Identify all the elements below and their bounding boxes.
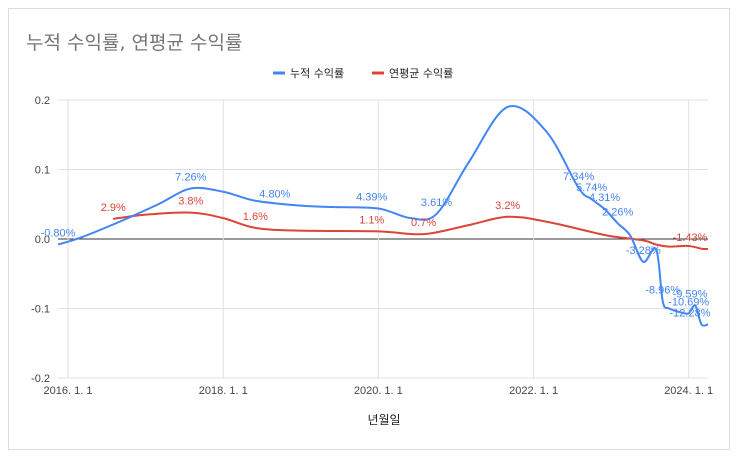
- data-label-cumulative: 3.61%: [421, 197, 452, 209]
- legend-label-annualized: 연평균 수익률: [389, 67, 453, 80]
- legend-label-cumulative: 누적 수익률: [290, 67, 344, 80]
- data-label-cumulative: -10.69%: [668, 296, 709, 308]
- x-axis-title: 년월일: [367, 413, 400, 427]
- series-line-cumulative: [57, 104, 709, 327]
- x-tick-label: 2016. 1. 1: [44, 385, 93, 397]
- data-label-cumulative: -3.28%: [626, 245, 661, 257]
- data-label-annualized: 3.8%: [178, 196, 203, 208]
- data-label-cumulative: 4.39%: [356, 191, 387, 203]
- data-label-cumulative: 7.26%: [175, 172, 206, 184]
- series-lines: [57, 104, 709, 327]
- legend: 누적 수익률 연평균 수익률: [273, 67, 453, 80]
- data-label-annualized: 0.7%: [411, 217, 436, 229]
- grid-lines: [58, 99, 708, 379]
- data-label-annualized: 1.6%: [243, 211, 268, 223]
- data-label-annualized: -1.43%: [673, 232, 708, 244]
- y-tick-label: 0.0: [35, 234, 50, 246]
- data-label-annualized: 1.1%: [359, 214, 384, 226]
- x-tick-label: 2020. 1. 1: [354, 385, 403, 397]
- data-label-annualized: 3.2%: [495, 200, 520, 212]
- data-labels: -0.80% 7.26% 4.80% 4.39% 3.61% 7.34%5.74%4.31…: [41, 171, 711, 319]
- y-tick-label: -0.2: [31, 373, 50, 385]
- chart-frame: [8, 8, 730, 450]
- x-tick-label: 2018. 1. 1: [199, 385, 248, 397]
- y-tick-label: -0.1: [31, 304, 50, 316]
- data-label-cumulative: -12.28%: [670, 307, 711, 319]
- data-label-annualized: 2.9%: [101, 202, 126, 214]
- data-label-cumulative: 5.74%: [576, 182, 607, 194]
- data-label-cumulative: 7.34%: [563, 171, 594, 183]
- data-label-cumulative: -0.80%: [41, 228, 76, 240]
- series-line-annualized: [113, 211, 709, 251]
- data-label-cumulative: 4.31%: [589, 192, 620, 204]
- y-tick-label: 0.2: [35, 95, 50, 107]
- x-tick-label: 2024. 1. 1: [664, 385, 713, 397]
- data-label-cumulative: 4.80%: [259, 189, 290, 201]
- data-label-cumulative: -9.59%: [673, 289, 708, 301]
- data-label-cumulative: 2.26%: [602, 206, 633, 218]
- x-tick-label: 2022. 1. 1: [509, 385, 558, 397]
- chart-title: 누적 수익률, 연평균 수익률: [26, 32, 243, 54]
- data-label-cumulative: -8.96%: [645, 284, 680, 296]
- y-tick-label: 0.1: [35, 165, 50, 177]
